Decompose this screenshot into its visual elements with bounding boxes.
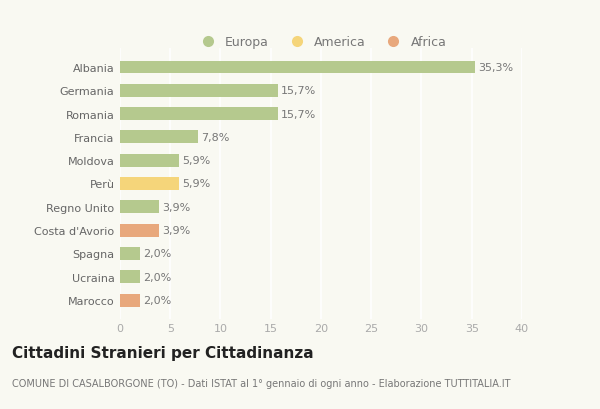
Bar	[120, 108, 278, 121]
Bar	[120, 178, 179, 191]
Legend: Europa, America, Africa: Europa, America, Africa	[190, 31, 452, 54]
Bar	[120, 61, 475, 74]
Text: 15,7%: 15,7%	[281, 109, 316, 119]
Bar	[120, 271, 140, 283]
Bar	[120, 154, 179, 167]
Bar	[120, 294, 140, 307]
Text: 2,0%: 2,0%	[143, 295, 172, 306]
Bar	[120, 224, 159, 237]
Text: 7,8%: 7,8%	[202, 133, 230, 142]
Bar	[120, 131, 199, 144]
Text: 15,7%: 15,7%	[281, 86, 316, 96]
Text: COMUNE DI CASALBORGONE (TO) - Dati ISTAT al 1° gennaio di ogni anno - Elaborazio: COMUNE DI CASALBORGONE (TO) - Dati ISTAT…	[12, 378, 511, 388]
Text: 5,9%: 5,9%	[182, 179, 211, 189]
Text: 35,3%: 35,3%	[478, 63, 513, 73]
Bar	[120, 201, 159, 214]
Text: Cittadini Stranieri per Cittadinanza: Cittadini Stranieri per Cittadinanza	[12, 346, 314, 361]
Text: 3,9%: 3,9%	[162, 226, 190, 236]
Text: 2,0%: 2,0%	[143, 249, 172, 259]
Bar	[120, 85, 278, 97]
Text: 2,0%: 2,0%	[143, 272, 172, 282]
Text: 5,9%: 5,9%	[182, 156, 211, 166]
Text: 3,9%: 3,9%	[162, 202, 190, 212]
Bar	[120, 247, 140, 260]
